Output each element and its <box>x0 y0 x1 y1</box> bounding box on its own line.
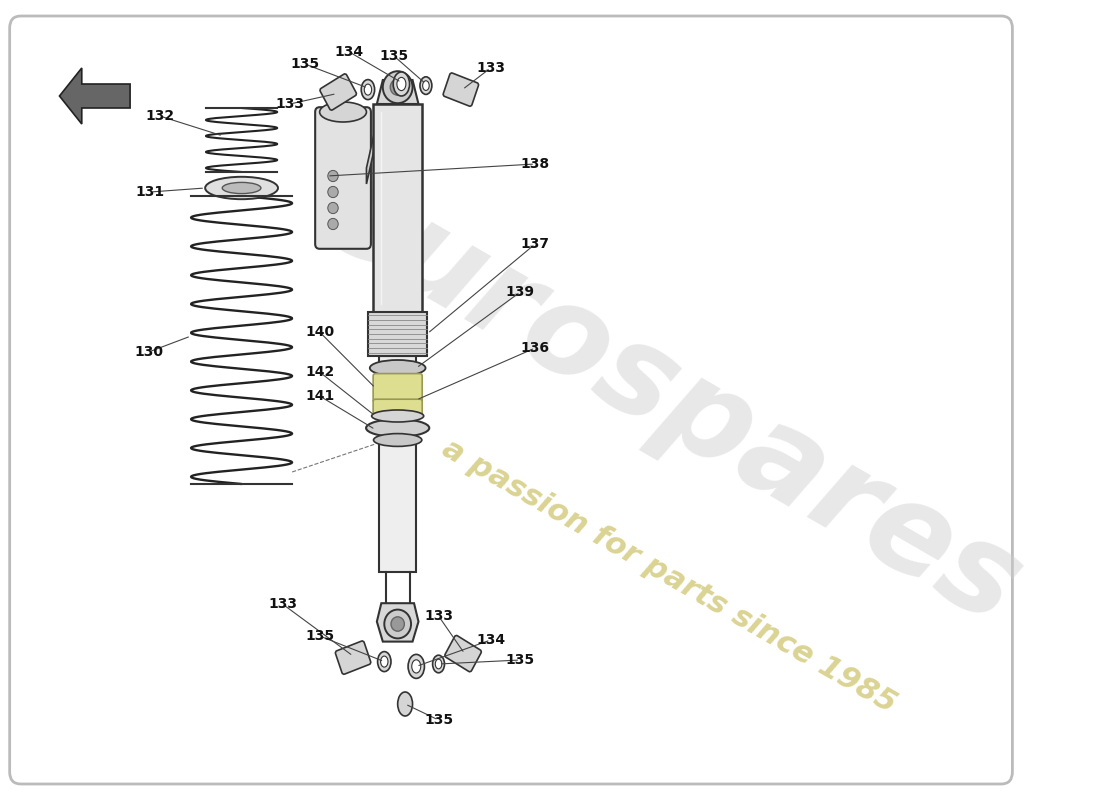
Ellipse shape <box>422 81 429 90</box>
Polygon shape <box>366 128 375 184</box>
Ellipse shape <box>398 692 412 716</box>
Ellipse shape <box>320 102 366 122</box>
Ellipse shape <box>222 182 261 194</box>
FancyBboxPatch shape <box>444 635 482 672</box>
Circle shape <box>390 79 405 95</box>
Circle shape <box>328 218 338 230</box>
FancyBboxPatch shape <box>336 641 371 674</box>
Ellipse shape <box>366 419 429 437</box>
Text: 135: 135 <box>424 713 453 727</box>
Polygon shape <box>377 603 418 642</box>
FancyBboxPatch shape <box>373 104 422 312</box>
Text: 136: 136 <box>520 341 550 355</box>
Ellipse shape <box>436 659 442 669</box>
Ellipse shape <box>432 655 444 673</box>
Ellipse shape <box>408 654 425 678</box>
FancyBboxPatch shape <box>373 374 422 402</box>
Ellipse shape <box>374 434 421 446</box>
Ellipse shape <box>397 78 406 90</box>
Text: 134: 134 <box>334 45 364 59</box>
Text: 131: 131 <box>135 185 165 199</box>
Circle shape <box>383 71 412 103</box>
Circle shape <box>328 186 338 198</box>
Text: 133: 133 <box>268 597 297 611</box>
FancyBboxPatch shape <box>320 74 356 110</box>
Text: 135: 135 <box>290 57 319 71</box>
FancyBboxPatch shape <box>443 73 478 106</box>
Text: a passion for parts since 1985: a passion for parts since 1985 <box>437 434 901 718</box>
Ellipse shape <box>420 77 432 94</box>
FancyBboxPatch shape <box>367 312 428 356</box>
Text: 138: 138 <box>520 157 550 171</box>
Polygon shape <box>377 80 418 104</box>
Text: 135: 135 <box>305 629 334 643</box>
Text: 133: 133 <box>275 97 305 111</box>
Ellipse shape <box>372 410 424 422</box>
Text: 135: 135 <box>379 49 408 63</box>
FancyBboxPatch shape <box>373 399 422 417</box>
Ellipse shape <box>377 651 390 672</box>
Text: 139: 139 <box>506 285 535 299</box>
Circle shape <box>390 617 405 631</box>
Text: 132: 132 <box>145 109 175 123</box>
FancyBboxPatch shape <box>316 107 371 249</box>
Text: eurospares: eurospares <box>297 150 1042 650</box>
Ellipse shape <box>370 360 426 376</box>
Text: 142: 142 <box>305 365 334 379</box>
Ellipse shape <box>364 84 372 95</box>
Ellipse shape <box>206 177 278 199</box>
Text: 137: 137 <box>520 237 550 251</box>
Ellipse shape <box>361 80 375 100</box>
Ellipse shape <box>381 656 388 667</box>
Text: 133: 133 <box>476 61 505 75</box>
Ellipse shape <box>411 660 421 673</box>
Polygon shape <box>59 68 130 124</box>
Text: 134: 134 <box>476 633 505 647</box>
Circle shape <box>328 202 338 214</box>
Ellipse shape <box>393 72 409 96</box>
Text: 130: 130 <box>134 345 163 359</box>
Text: 135: 135 <box>506 653 535 667</box>
Text: 140: 140 <box>305 325 334 339</box>
Text: 133: 133 <box>425 609 453 623</box>
Text: 141: 141 <box>305 389 334 403</box>
FancyBboxPatch shape <box>379 356 416 572</box>
Circle shape <box>328 170 338 182</box>
FancyBboxPatch shape <box>10 16 1012 784</box>
Circle shape <box>384 610 411 638</box>
